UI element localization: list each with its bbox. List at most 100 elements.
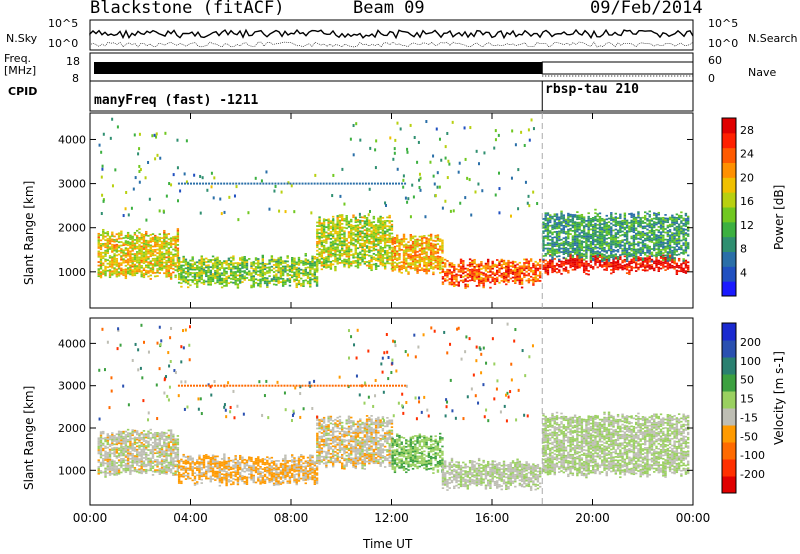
- panel-0-cell: [391, 246, 394, 249]
- panel-0-cell: [587, 237, 590, 239]
- panel-0-cell: [113, 249, 116, 252]
- panel-0-cell: [140, 264, 143, 267]
- panel-0-scatter: [114, 168, 117, 172]
- panel-1-cell: [97, 461, 100, 463]
- panel-0-cell: [411, 267, 415, 270]
- panel-0-cell: [325, 242, 328, 244]
- panel-0-cell: [466, 280, 470, 283]
- panel-0-cell: [616, 259, 620, 262]
- panel-0-cell: [300, 277, 303, 280]
- panel-0-scatter: [273, 189, 276, 193]
- panel-0-cell: [639, 254, 642, 256]
- panel-0-cell: [594, 262, 597, 264]
- panel-0-cell: [329, 255, 333, 258]
- panel-0-cell: [225, 263, 228, 266]
- panel-1-cell: [102, 463, 105, 465]
- panel-0-cell: [544, 270, 547, 272]
- panel-0-cell: [316, 267, 319, 270]
- panel-0-cell: [632, 259, 636, 262]
- panel-0-cell: [650, 260, 654, 263]
- panel-0-cell: [388, 246, 391, 249]
- panel-0-cell: [169, 258, 173, 261]
- panel-0-cell: [576, 261, 579, 264]
- panel-0-cell: [632, 255, 636, 258]
- panel-0-cell: [227, 282, 231, 285]
- panel-0-cell: [102, 262, 105, 265]
- panel-0-cell: [347, 241, 351, 244]
- panel-0-cell: [641, 216, 645, 219]
- panel-1-cell: [113, 470, 116, 473]
- panel-0-cell: [145, 252, 148, 254]
- panel-0-cell: [607, 237, 611, 239]
- panel-0-cell: [482, 267, 485, 269]
- panel-0-cell: [569, 229, 572, 232]
- panel-0-cell: [359, 263, 362, 266]
- panel-0-cell: [113, 247, 116, 250]
- panel-0-cell: [117, 232, 121, 235]
- panel-0-cell: [459, 269, 463, 271]
- panel-0-cell: [115, 258, 119, 260]
- panel-0-cell: [115, 245, 119, 248]
- panel-0-cell: [500, 274, 503, 277]
- panel-0-cell: [625, 249, 629, 252]
- panel-0-cell: [379, 242, 382, 245]
- panel-0-cell: [534, 269, 537, 272]
- panel-0-cell: [567, 214, 570, 217]
- panel-0-cell: [450, 271, 454, 274]
- panel-0-cell: [569, 259, 572, 262]
- panel-0-cell: [646, 218, 649, 220]
- panel-0-cell: [361, 255, 364, 258]
- panel-0-cell: [596, 261, 599, 263]
- panel-0-cell: [409, 248, 412, 250]
- panel-0-scatter: [139, 168, 142, 172]
- panel-0-cell: [587, 245, 590, 248]
- panel-0-cell: [225, 260, 228, 263]
- panel-0-cell: [316, 230, 319, 233]
- panel-0-cell: [111, 245, 114, 248]
- panel-0-cell: [329, 253, 333, 256]
- panel-0-cell: [527, 272, 531, 275]
- panel-0-cell: [582, 258, 586, 261]
- panel-0-cell: [99, 260, 103, 263]
- panel-0-cell: [639, 218, 642, 221]
- panel-0-cell: [220, 265, 224, 268]
- panel-0-cell: [104, 244, 107, 247]
- panel-0-cell: [108, 239, 112, 241]
- panel-0-cell: [448, 271, 451, 273]
- panel-0-colorbar-tick-label: 20: [740, 171, 754, 184]
- panel-0-cell: [594, 238, 597, 241]
- panel-0-cell: [529, 270, 533, 273]
- panel-0-cell: [677, 253, 681, 256]
- panel-0-cell: [637, 223, 640, 226]
- panel-0-cell: [198, 280, 201, 283]
- panel-0-cell: [347, 266, 351, 269]
- panel-0-cell: [594, 247, 597, 250]
- panel-0-cell: [560, 224, 563, 227]
- panel-0-cell: [372, 215, 376, 218]
- panel-0-cell: [507, 268, 510, 271]
- panel-0-cell: [115, 275, 119, 278]
- panel-0-cell: [186, 286, 190, 289]
- panel-0-cell: [564, 220, 568, 223]
- panel-0-cell: [562, 225, 566, 227]
- panel-0-cell: [684, 225, 688, 227]
- panel-0-cell: [315, 281, 319, 284]
- panel-0-cell: [585, 235, 588, 238]
- panel-0-cell: [126, 237, 130, 239]
- panel-0-scatter: [436, 171, 439, 175]
- panel-0-cell: [594, 219, 597, 222]
- panel-0-cell: [381, 227, 385, 230]
- panel-0-cell: [675, 227, 679, 230]
- panel-0-cell: [582, 253, 586, 256]
- panel-0-cell: [612, 256, 615, 258]
- panel-0-cell: [306, 280, 310, 283]
- panel-0-cell: [432, 246, 435, 249]
- panel-0-cell: [172, 257, 175, 260]
- panel-0-cell: [448, 272, 451, 275]
- panel-0-3000km-line: [334, 182, 337, 185]
- panel-0-cell: [102, 264, 105, 267]
- panel-0-cell: [684, 263, 688, 266]
- panel-0-cell: [555, 243, 559, 246]
- panel-0-cell: [138, 237, 141, 239]
- panel-0-cell: [677, 216, 681, 219]
